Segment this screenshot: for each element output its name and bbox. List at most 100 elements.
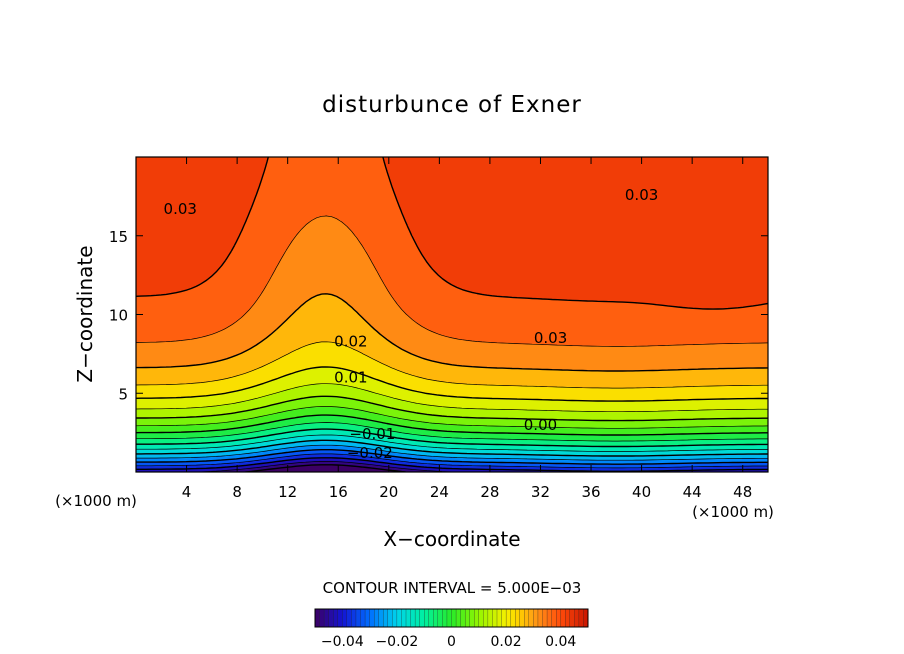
contour-line bbox=[136, 449, 768, 465]
colorbar-tick-label: −0.04 bbox=[321, 634, 364, 650]
colorbar-segment bbox=[442, 608, 448, 628]
contour-label: −0.02 bbox=[347, 444, 393, 462]
colorbar-segment bbox=[387, 608, 393, 628]
y-tick-label: 10 bbox=[109, 307, 128, 325]
contour-line bbox=[136, 444, 768, 461]
colorbar-segment bbox=[378, 608, 384, 628]
x-unit-left: (×1000 m) bbox=[55, 492, 137, 510]
contour-line bbox=[136, 414, 768, 436]
colorbar-segment bbox=[464, 608, 471, 628]
x-tick-label: 36 bbox=[581, 483, 600, 501]
colorbar-segment bbox=[337, 608, 343, 628]
colorbar-segment bbox=[565, 608, 571, 628]
colorbar-tick-label: 0.04 bbox=[545, 634, 576, 650]
colorbar-segment bbox=[515, 608, 521, 628]
colorbar-segment bbox=[483, 608, 489, 628]
colorbar-segment bbox=[342, 608, 348, 628]
colorbar-frame bbox=[314, 608, 589, 628]
x-tick-label: 8 bbox=[232, 483, 242, 501]
contour-line bbox=[136, 215, 768, 347]
colorbar-segment bbox=[533, 608, 539, 628]
x-tick-label: 4 bbox=[182, 483, 192, 501]
contour-line bbox=[136, 434, 768, 452]
colorbar-tick-label: 0 bbox=[447, 634, 456, 650]
colorbar-segment bbox=[333, 608, 339, 628]
contour-line bbox=[136, 383, 768, 413]
colorbar-segment bbox=[556, 608, 562, 628]
x-tick-label: 16 bbox=[329, 483, 348, 501]
colorbar-segment bbox=[496, 608, 502, 628]
colorbar-segment bbox=[492, 608, 498, 628]
y-tick-label: 15 bbox=[109, 228, 128, 246]
contour-line bbox=[136, 395, 768, 422]
contour-line bbox=[136, 453, 768, 469]
colorbar-segment bbox=[478, 608, 484, 628]
colorbar bbox=[314, 608, 589, 628]
x-tick-label: 48 bbox=[733, 483, 752, 501]
colorbar-segment bbox=[360, 608, 366, 628]
colorbar-segment bbox=[546, 608, 553, 628]
x-tick-label: 20 bbox=[379, 483, 398, 501]
colorbar-segment bbox=[414, 608, 421, 628]
colorbar-segment bbox=[455, 608, 462, 628]
contour-line bbox=[136, 457, 768, 472]
colorbar-segment bbox=[419, 608, 425, 628]
contour-line bbox=[136, 422, 768, 442]
contour-label: −0.01 bbox=[349, 425, 395, 443]
colorbar-segment bbox=[542, 608, 548, 628]
colorbar-segment bbox=[433, 608, 439, 628]
colorbar-segment bbox=[314, 608, 320, 628]
colorbar-segment bbox=[369, 608, 375, 628]
contour-label: 0.03 bbox=[534, 329, 567, 347]
colorbar-tick-label: −0.02 bbox=[375, 634, 418, 650]
colorbar-segment bbox=[396, 608, 402, 628]
x-unit-right: (×1000 m) bbox=[692, 503, 774, 521]
x-tick-label: 28 bbox=[480, 483, 499, 501]
x-tick-label: 40 bbox=[632, 483, 651, 501]
colorbar-segment bbox=[328, 608, 334, 628]
colorbar-segment bbox=[446, 608, 452, 628]
contour-label: 0.00 bbox=[524, 416, 557, 434]
colorbar-segment bbox=[528, 608, 534, 628]
x-tick-label: 44 bbox=[683, 483, 702, 501]
contour-label: 0.03 bbox=[164, 200, 197, 218]
colorbar-segment bbox=[569, 608, 575, 628]
colorbar-segment bbox=[319, 608, 325, 628]
colorbar-segment bbox=[524, 608, 530, 628]
colorbar-segment bbox=[519, 608, 525, 628]
colorbar-segment bbox=[469, 608, 475, 628]
contour-labels: 0.03 0.03 0.03 0.02 0.01 0.00 −0.01−0.02 bbox=[164, 186, 659, 462]
colorbar-segment bbox=[428, 608, 434, 628]
y-axis-label: Z−coordinate bbox=[73, 245, 97, 382]
contour-line bbox=[136, 428, 768, 448]
contour-lines bbox=[136, 157, 768, 472]
contour-line bbox=[136, 406, 768, 429]
colorbar-segment bbox=[460, 608, 466, 628]
chart-title: disturbunce of Exner bbox=[322, 92, 582, 118]
colorbar-segment bbox=[437, 608, 443, 628]
colorbar-segment bbox=[364, 608, 371, 628]
colorbar-segment bbox=[383, 608, 389, 628]
colorbar-segment bbox=[574, 608, 580, 628]
colorbar-segment bbox=[487, 608, 493, 628]
colorbar-tick-label: 0.02 bbox=[491, 634, 522, 650]
colorbar-tick-labels: −0.04 −0.02 0 0.02 0.04 bbox=[321, 634, 577, 650]
contour-line bbox=[136, 366, 768, 402]
x-axis-label: X−coordinate bbox=[383, 527, 520, 551]
colorbar-segment bbox=[537, 608, 543, 628]
colorbar-segment bbox=[474, 608, 480, 628]
contour-line bbox=[136, 341, 768, 389]
contour-line bbox=[136, 157, 768, 310]
colorbar-segment bbox=[505, 608, 512, 628]
colorbar-segment bbox=[405, 608, 411, 628]
colorbar-segment bbox=[392, 608, 398, 628]
colorbar-segment bbox=[346, 608, 352, 628]
x-axis: 4 8 12 16 20 24 28 32 36 40 44 48 bbox=[182, 157, 752, 501]
colorbar-segment bbox=[401, 608, 407, 628]
colorbar-segment bbox=[410, 608, 416, 628]
colorbar-segment bbox=[355, 608, 361, 628]
contour-interval-text: CONTOUR INTERVAL = 5.000E−03 bbox=[323, 579, 582, 597]
x-tick-label: 24 bbox=[430, 483, 449, 501]
y-tick-label: 5 bbox=[118, 385, 128, 403]
